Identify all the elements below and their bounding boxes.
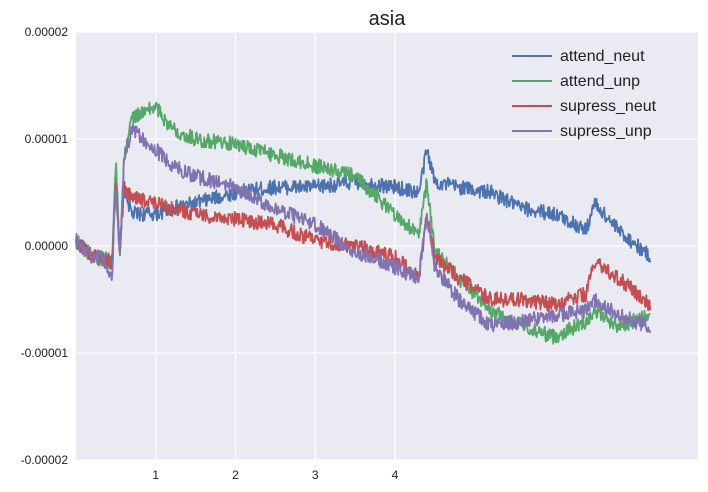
y-tick-label: 0.00000 bbox=[25, 239, 69, 253]
legend: attend_neut attend_unp supress_neutsupress… bbox=[512, 48, 657, 140]
legend-label: supress_unp bbox=[560, 123, 652, 140]
legend-label: attend_neut bbox=[560, 48, 645, 65]
x-tick-label: 2 bbox=[232, 468, 239, 482]
legend-label: supress_neut bbox=[560, 98, 657, 115]
series-line-attend_unp bbox=[75, 101, 651, 345]
y-tick-label: -0.00002 bbox=[21, 453, 69, 467]
y-tick-label: -0.00001 bbox=[21, 346, 69, 360]
series-line-supress_unp bbox=[75, 122, 652, 334]
axis-ticks: -0.00002 -0.00001 0.00000 0.00001 0.00002 1 2 3… bbox=[21, 25, 399, 482]
y-tick-label: 0.00002 bbox=[25, 25, 69, 39]
x-tick-label: 3 bbox=[312, 468, 319, 482]
legend-label: attend_unp bbox=[560, 73, 640, 90]
series-line-supress_neut bbox=[75, 180, 652, 313]
y-tick-label: 0.00001 bbox=[25, 132, 69, 146]
series-layer bbox=[75, 101, 652, 345]
x-tick-label: 1 bbox=[152, 468, 159, 482]
x-tick-label: 4 bbox=[392, 468, 399, 482]
chart-title: asia bbox=[369, 8, 407, 30]
